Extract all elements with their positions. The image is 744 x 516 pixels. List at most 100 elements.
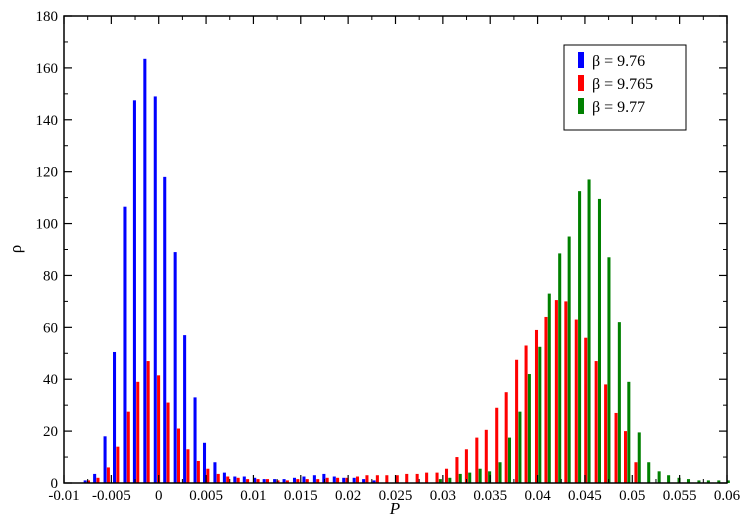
bar-series-0-27 [352, 477, 356, 483]
bar-series-1-25 [336, 477, 340, 483]
bar-series-2-6 [498, 462, 502, 483]
bar-series-2-10 [538, 346, 542, 483]
bar-series-1-23 [316, 479, 320, 483]
bar-series-1-38 [464, 449, 468, 483]
bar-series-group [83, 58, 730, 484]
bar-series-1-3 [116, 446, 120, 483]
bar-series-0-20 [282, 479, 286, 483]
y-tick-label: 120 [36, 165, 59, 181]
bar-series-1-6 [146, 361, 150, 483]
bar-series-1-51 [594, 361, 598, 483]
x-tick-label: 0.015 [284, 488, 318, 504]
bar-series-2-8 [518, 411, 522, 483]
legend: β = 9.76 β = 9.765 β = 9.77 [563, 44, 687, 131]
bar-series-1-30 [385, 475, 389, 483]
bar-series-2-20 [637, 432, 641, 483]
bar-series-1-39 [475, 437, 479, 483]
x-tick-label: 0.025 [379, 488, 413, 504]
bar-series-2-25 [686, 479, 691, 483]
legend-label: β = 9.76 [592, 53, 645, 70]
bar-series-0-14 [222, 472, 226, 483]
bar-series-1-33 [415, 473, 419, 483]
bar-series-1-28 [365, 475, 369, 483]
bar-series-0-29 [372, 480, 376, 483]
y-tick-label: 40 [43, 372, 58, 388]
bar-series-2-0 [438, 479, 442, 483]
bar-series-0-4 [123, 206, 127, 483]
bar-series-1-2 [106, 467, 110, 483]
bar-series-2-16 [597, 198, 601, 483]
bar-series-1-26 [345, 477, 349, 483]
legend-box [563, 44, 687, 131]
bar-series-1-16 [246, 479, 250, 483]
y-tick-label: 100 [36, 217, 59, 233]
bar-series-0-0 [83, 480, 87, 483]
legend-swatch [578, 52, 584, 68]
y-tick-label: 20 [43, 424, 58, 440]
bar-series-1-50 [584, 337, 588, 483]
legend-swatch [578, 98, 584, 114]
x-tick-label: 0.055 [663, 488, 697, 504]
bar-series-0-21 [292, 477, 297, 483]
bar-series-1-4 [126, 411, 130, 483]
bar-series-1-52 [604, 384, 608, 483]
y-tick-label: 60 [43, 320, 58, 336]
bar-series-2-1 [448, 477, 452, 483]
x-tick-label: 0.045 [568, 488, 602, 504]
bar-series-2-28 [717, 480, 721, 483]
bar-series-0-28 [362, 479, 366, 483]
bar-series-1-27 [355, 476, 360, 483]
bar-series-1-19 [276, 480, 280, 483]
x-tick-label: 0.005 [189, 488, 223, 504]
bar-series-2-9 [527, 374, 531, 483]
bar-series-0-17 [253, 477, 257, 483]
bar-series-2-3 [468, 472, 472, 483]
bar-series-0-19 [273, 479, 277, 483]
bar-series-2-23 [667, 475, 671, 483]
bar-series-1-40 [484, 429, 488, 483]
bar-series-1-54 [624, 431, 628, 483]
bar-series-0-13 [213, 462, 217, 483]
bar-series-1-53 [614, 412, 618, 483]
bar-series-0-9 [173, 252, 177, 483]
bar-series-1-48 [564, 301, 568, 483]
bar-series-0-10 [183, 335, 187, 483]
y-tick-label: 140 [36, 113, 59, 129]
bar-series-0-1 [93, 473, 97, 483]
bar-series-2-14 [578, 191, 582, 484]
bar-series-0-3 [113, 351, 117, 483]
bar-series-2-11 [547, 293, 551, 483]
bar-series-0-25 [332, 476, 336, 483]
y-axis-label: ρ [6, 245, 25, 253]
bar-series-1-12 [206, 468, 210, 483]
x-tick-label: -0.01 [48, 488, 79, 504]
bar-series-1-55 [634, 462, 638, 483]
bar-series-1-43 [515, 359, 519, 483]
bar-series-1-8 [166, 402, 170, 483]
bar-series-1-11 [196, 460, 200, 483]
bar-series-0-26 [342, 477, 346, 483]
bar-series-0-15 [233, 476, 237, 483]
bar-series-0-22 [302, 476, 306, 483]
bar-series-2-13 [567, 236, 571, 483]
bar-series-2-24 [677, 477, 681, 483]
bar-series-1-17 [256, 479, 260, 483]
bar-series-0-7 [153, 96, 157, 484]
x-tick-label: 0.05 [619, 488, 645, 504]
bar-series-1-46 [544, 316, 548, 483]
bar-series-1-49 [574, 319, 578, 483]
x-tick-label: 0.02 [335, 488, 361, 504]
bar-series-1-13 [216, 473, 220, 483]
bar-series-1-21 [296, 479, 300, 483]
x-tick-label: -0.005 [92, 488, 131, 504]
bar-series-0-12 [202, 442, 207, 483]
bar-series-1-35 [435, 472, 439, 483]
y-tick-label: 180 [36, 9, 59, 25]
bar-series-0-16 [242, 476, 246, 483]
y-tick-label: 160 [36, 61, 59, 77]
bar-series-0-18 [262, 479, 266, 483]
bar-series-0-11 [193, 397, 197, 483]
bar-series-2-29 [726, 480, 730, 483]
y-tick-label: 80 [43, 268, 58, 284]
